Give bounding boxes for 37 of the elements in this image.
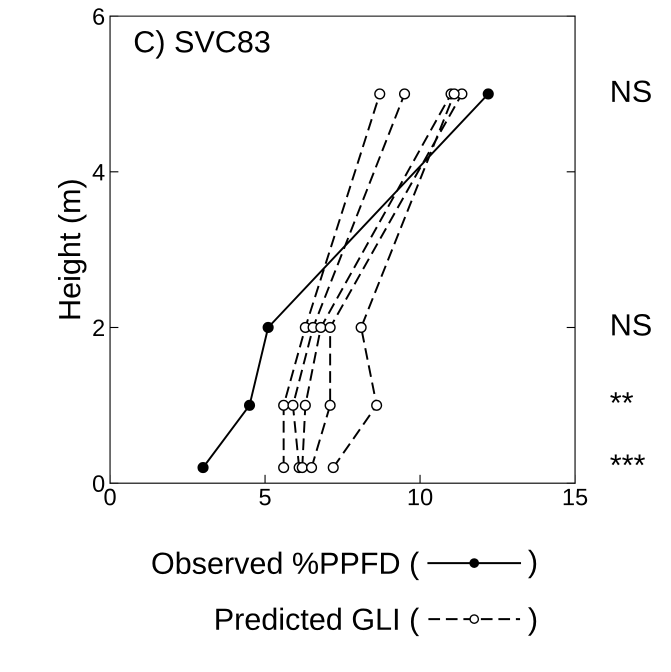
- text: NS: [612, 314, 651, 336]
- x-tick-label: 5: [259, 488, 271, 506]
- point: [244, 400, 256, 411]
- point: [482, 88, 494, 100]
- point: [315, 322, 326, 334]
- y-tick-label: 6: [93, 8, 104, 25]
- point: [296, 462, 308, 474]
- x-tick-label: 10: [408, 488, 432, 506]
- point: [287, 400, 298, 411]
- point: [398, 88, 410, 100]
- y-tick-label: 4: [92, 164, 104, 180]
- y-tick-label: 2: [93, 320, 104, 336]
- point: [300, 400, 311, 411]
- legend-label: Predicted GLI (: [216, 608, 420, 636]
- point: [356, 322, 367, 334]
- text: ***: [610, 454, 645, 466]
- point: [278, 462, 290, 474]
- text: ): [528, 607, 536, 636]
- point: [278, 400, 290, 411]
- text: **: [610, 392, 634, 403]
- point: [328, 462, 339, 474]
- point: [324, 322, 336, 334]
- point: [371, 400, 382, 411]
- y-tick-label: 0: [92, 475, 104, 492]
- point: [448, 88, 460, 100]
- text: ): [528, 550, 536, 578]
- point: [374, 88, 386, 100]
- point: [197, 462, 209, 474]
- point: [262, 322, 274, 334]
- chart-title: C) SVC83: [134, 30, 270, 59]
- text: NS: [612, 80, 651, 102]
- point: [324, 400, 336, 411]
- point: [306, 462, 318, 474]
- x-tick-label: 15: [564, 488, 588, 506]
- y-axis-title: Height (m): [58, 180, 86, 318]
- x-tick-label: 0: [104, 488, 116, 506]
- legend-label: Observed %PPFD (: [152, 552, 420, 580]
